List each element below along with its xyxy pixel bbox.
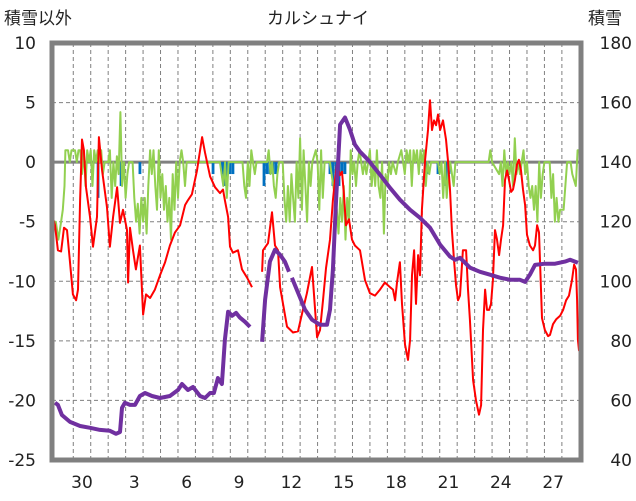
- precip-bar: [138, 162, 142, 175]
- left-tick-label: -25: [8, 451, 36, 471]
- precip-bar: [220, 162, 224, 175]
- precip-bar: [262, 162, 266, 186]
- right-tick-label: 120: [600, 213, 632, 233]
- x-tick-label: 30: [71, 473, 93, 493]
- left-axis-title: 積雪以外: [4, 9, 72, 29]
- x-tick-label: 15: [333, 473, 355, 493]
- left-tick-label: -20: [8, 391, 36, 411]
- x-tick-label: 21: [438, 473, 460, 493]
- left-tick-label: 5: [25, 94, 36, 114]
- x-tick-label: 27: [542, 473, 564, 493]
- left-tick-label: -5: [19, 213, 36, 233]
- precip-bar: [343, 162, 347, 175]
- temperature-line: [51, 99, 581, 416]
- precip-bar: [265, 162, 269, 175]
- left-tick-label: -15: [8, 332, 36, 352]
- gridlines: [52, 43, 581, 460]
- x-tick-label: 6: [181, 473, 192, 493]
- right-tick-label: 180: [600, 34, 632, 54]
- right-tick-label: 100: [600, 272, 632, 292]
- x-tick-label: 18: [385, 473, 407, 493]
- precip-bar: [211, 162, 215, 175]
- right-axis-title: 積雪: [588, 9, 622, 29]
- left-tick-label: -10: [8, 272, 36, 292]
- x-tick-label: 24: [490, 473, 512, 493]
- left-tick-label: 0: [25, 153, 36, 173]
- series-lines: [51, 99, 581, 436]
- chart-title: カルシュナイ: [267, 9, 369, 29]
- x-tick-label: 3: [129, 473, 140, 493]
- x-tick-label: 9: [234, 473, 245, 493]
- right-tick-label: 80: [610, 332, 632, 352]
- precip-bar: [331, 162, 335, 186]
- plot-frame: [49, 40, 584, 463]
- precip-bar: [274, 162, 278, 175]
- right-tick-label: 60: [610, 391, 632, 411]
- axis-ticks: 10 5 0 -5 -10 -15 -20 -25 180 160 140 120 100 80 60 40 3…: [8, 34, 632, 493]
- precip-bar: [340, 162, 344, 175]
- right-tick-label: 140: [600, 153, 632, 173]
- green-line: [52, 111, 581, 241]
- x-tick-label: 12: [281, 473, 303, 493]
- precip-bar: [231, 162, 235, 175]
- snow-line: [53, 115, 579, 436]
- right-tick-label: 40: [610, 451, 632, 471]
- left-tick-label: 10: [14, 34, 36, 54]
- precip-bar: [228, 162, 232, 175]
- right-tick-label: 160: [600, 94, 632, 114]
